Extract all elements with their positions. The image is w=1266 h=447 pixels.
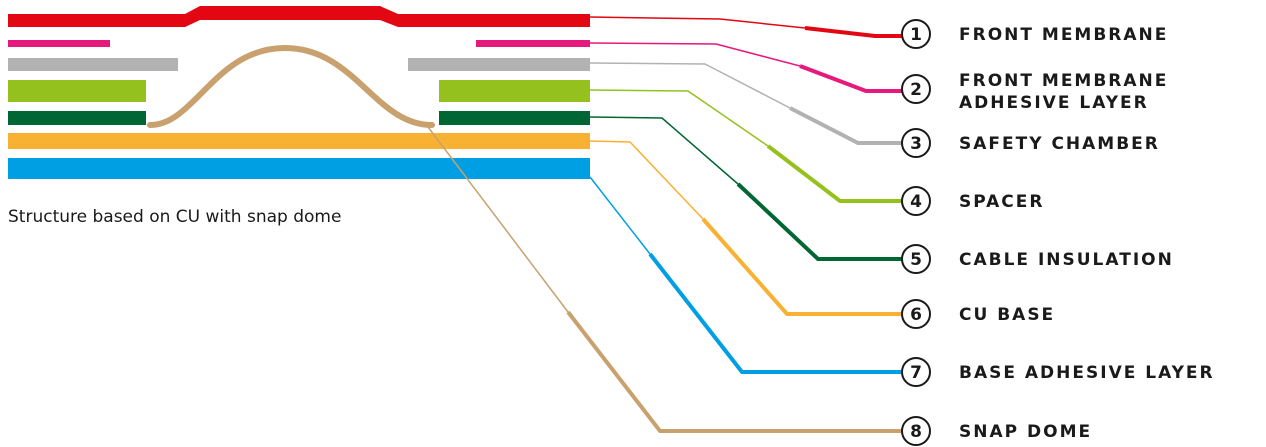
callout-number: 6 [910,305,922,325]
snap-dome-shape [147,44,435,128]
cable-insulation-right [439,111,590,125]
leader-line-safety-chamber [589,62,791,109]
leader-line-base-adhesive-layer [589,176,651,255]
spacer-right [439,80,590,102]
callout-circle [901,186,931,216]
leader-line-front-membrane-adhesive-bold [799,64,902,93]
base-adhesive-layer-strip [8,158,590,179]
leader-line-base-adhesive-layer-bold [648,252,902,374]
leader-line-front-membrane [589,16,806,29]
callout-label: SAFETY CHAMBER [959,134,1160,154]
leader-line-cable-insulation [589,116,739,185]
callout-number: 7 [910,363,922,383]
callout-number: 3 [910,134,922,154]
callout-cu-base: 6 CU BASE [901,299,1055,329]
callout-circle [901,244,931,274]
leader-line-snap-dome [424,122,569,313]
callout-circle [901,128,931,158]
callout-label-line-2: ADHESIVE LAYER [959,93,1149,113]
callout-circle [901,74,931,104]
layer-stack [8,6,590,179]
leader-line-safety-chamber-bold [789,106,902,145]
callout-number: 2 [910,80,922,100]
front-membrane-adhesive-left [8,40,110,47]
callout-circle [901,357,931,387]
front-membrane-layer [8,6,590,27]
callout-label-line-1: FRONT MEMBRANE [959,71,1168,91]
diagram-caption: Structure based on CU with snap dome [8,207,341,227]
callout-circle [901,19,931,49]
front-membrane-adhesive-right [476,40,590,47]
callout-label: CU BASE [959,305,1055,325]
callout-safety-chamber: 3 SAFETY CHAMBER [901,128,1160,158]
callout-label: SNAP DOME [959,422,1092,442]
leader-line-cu-base [589,140,704,220]
callout-circle [901,299,931,329]
safety-chamber-right [408,58,590,71]
callout-label: CABLE INSULATION [959,250,1174,270]
callout-label: FRONT MEMBRANE [959,25,1168,45]
safety-chamber-left [8,58,178,71]
cable-insulation-left [8,111,146,125]
leader-line-cable-insulation-bold [736,182,902,261]
callout-number: 1 [910,25,922,45]
callout-number: 4 [910,192,922,212]
callout-label: BASE ADHESIVE LAYER [959,363,1215,383]
callout-spacer: 4 SPACER [901,186,1044,216]
leader-line-cu-base-bold [701,217,902,316]
callout-front-membrane: 1 FRONT MEMBRANE [901,19,1168,49]
callout-base-adhesive-layer: 7 BASE ADHESIVE LAYER [901,357,1215,387]
spacer-left [8,80,146,102]
callout-number: 8 [910,422,922,442]
callout-front-membrane-adhesive-layer: 2 FRONT MEMBRANE ADHESIVE LAYER [901,71,1168,113]
leader-line-spacer-bold [766,144,902,203]
leader-line-front-membrane-bold [804,26,902,38]
cu-base-layer [8,133,590,149]
callout-label: SPACER [959,192,1044,212]
leader-line-spacer [589,89,769,147]
callout-number: 5 [910,250,922,270]
callouts: 1 FRONT MEMBRANE 2 FRONT MEMBRANE ADHESI… [901,19,1215,446]
callout-snap-dome: 8 SNAP DOME [901,416,1092,446]
leader-line-front-membrane-adhesive [589,42,801,67]
callout-circle [901,416,931,446]
callout-cable-insulation: 5 CABLE INSULATION [901,244,1174,274]
leader-line-snap-dome-bold [566,310,902,433]
leader-lines [424,16,902,433]
